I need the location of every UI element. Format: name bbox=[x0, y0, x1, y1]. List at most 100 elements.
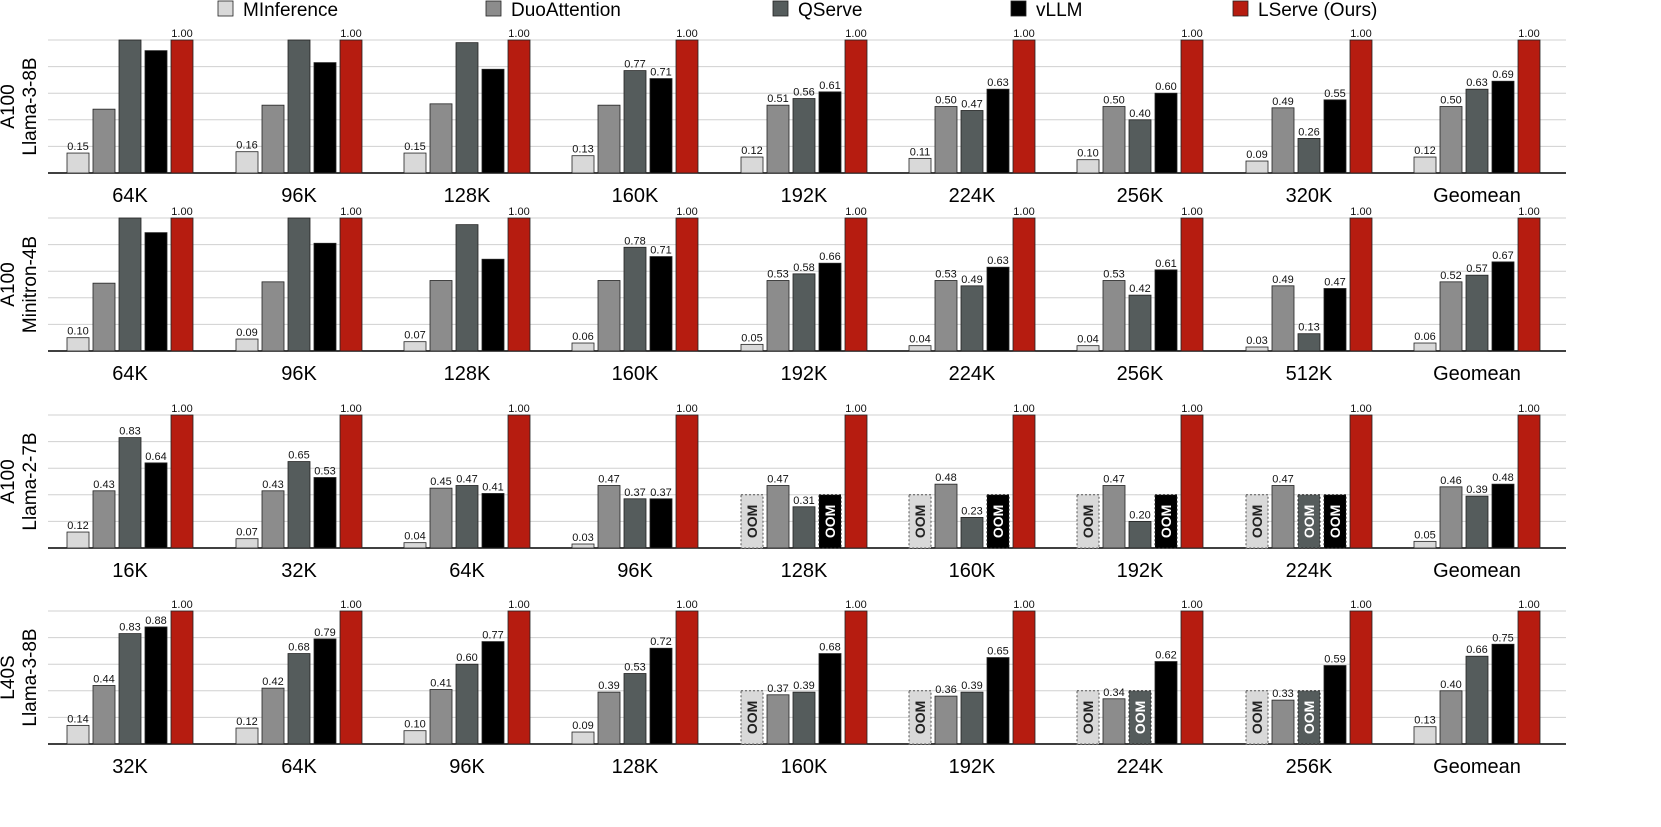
bar-duoattention bbox=[429, 280, 453, 352]
bar-lserve-ours bbox=[844, 39, 868, 174]
bar-minference bbox=[571, 731, 595, 745]
bar-lserve-ours bbox=[507, 610, 531, 745]
panel-3: A100Llama-2-7B 16K 0.12 0.43 0.83 0.64 1.00 32K… bbox=[0, 403, 1566, 582]
bar-qserve bbox=[792, 273, 816, 352]
bar-duoattention bbox=[597, 280, 621, 352]
bar-value-label: 0.39 bbox=[1466, 484, 1487, 496]
y-axis-label-line: A100 bbox=[0, 262, 19, 306]
bar-minference bbox=[1413, 726, 1437, 745]
bar-vllm bbox=[481, 493, 505, 549]
legend-label-minference: MInference bbox=[243, 0, 338, 21]
oom-bar-qserve bbox=[1128, 690, 1152, 745]
bar-value-label: 0.53 bbox=[1103, 269, 1124, 281]
bar-vllm bbox=[1323, 99, 1347, 174]
bar-value-label: 0.53 bbox=[314, 466, 335, 478]
bar-duoattention bbox=[1439, 281, 1463, 352]
bar-minference bbox=[571, 543, 595, 549]
bar-value-label: 0.63 bbox=[987, 255, 1008, 267]
bar-lserve-ours bbox=[170, 414, 194, 549]
bar-value-label: 0.05 bbox=[1414, 529, 1435, 541]
bar-value-label: 0.12 bbox=[1414, 145, 1435, 157]
bar-value-label: 1.00 bbox=[171, 403, 192, 415]
y-axis-label: A100Llama-2-7B bbox=[0, 432, 41, 530]
bar-lserve-ours bbox=[170, 39, 194, 174]
bar-value-label: 0.12 bbox=[67, 520, 88, 532]
bar-value-label: 0.39 bbox=[598, 680, 619, 692]
bar-duoattention bbox=[597, 485, 621, 549]
bar-value-label: 0.68 bbox=[819, 642, 840, 654]
oom-label: OOM bbox=[1301, 505, 1317, 538]
bar-lserve-ours bbox=[170, 610, 194, 745]
bar-value-label: 0.14 bbox=[67, 713, 88, 725]
bar-duoattention bbox=[1102, 280, 1126, 352]
bar-duoattention bbox=[597, 104, 621, 174]
bar-value-label: 0.63 bbox=[1466, 77, 1487, 89]
bar-value-label: 0.15 bbox=[404, 141, 425, 153]
bar-qserve bbox=[792, 691, 816, 745]
bar-value-label: 1.00 bbox=[508, 599, 529, 611]
bar-lserve-ours bbox=[844, 610, 868, 745]
bar-duoattention bbox=[92, 108, 116, 174]
legend-swatch-qserve bbox=[772, 0, 789, 17]
bar-qserve bbox=[960, 285, 984, 352]
bar-value-label: 0.61 bbox=[1155, 258, 1176, 270]
bar-value-label: 1.00 bbox=[1181, 28, 1202, 40]
bar-value-label: 0.15 bbox=[67, 141, 88, 153]
bar-value-label: 0.31 bbox=[793, 495, 814, 507]
category-label-128k: 128K bbox=[444, 185, 491, 207]
bar-vllm bbox=[1154, 661, 1178, 745]
panel-1: A100Llama-3-8B 64K 0.15 1.00 96K 0.16 1.00 128K… bbox=[0, 28, 1566, 207]
bar-value-label: 0.52 bbox=[1440, 270, 1461, 282]
bar-value-label: 0.06 bbox=[1414, 331, 1435, 343]
bar-lserve-ours bbox=[339, 610, 363, 745]
bar-value-label: 0.06 bbox=[572, 331, 593, 343]
oom-label: OOM bbox=[1249, 701, 1265, 734]
bar-value-label: 1.00 bbox=[171, 206, 192, 218]
bar-duoattention bbox=[934, 695, 958, 745]
bar-duoattention bbox=[261, 687, 285, 745]
category-label-224k: 224K bbox=[1117, 756, 1164, 778]
y-axis-label-line: A100 bbox=[0, 459, 19, 503]
bar-value-label: 0.47 bbox=[598, 473, 619, 485]
category-label-256k: 256K bbox=[1117, 363, 1164, 385]
bar-value-label: 0.50 bbox=[935, 95, 956, 107]
bar-qserve bbox=[455, 42, 479, 174]
bar-duoattention bbox=[597, 691, 621, 745]
legend-label-duoattention: DuoAttention bbox=[511, 0, 621, 21]
bar-value-label: 0.09 bbox=[1246, 149, 1267, 161]
bar-value-label: 0.62 bbox=[1155, 650, 1176, 662]
bar-value-label: 0.68 bbox=[288, 642, 309, 654]
bar-value-label: 0.49 bbox=[961, 274, 982, 286]
bar-value-label: 1.00 bbox=[1181, 403, 1202, 415]
bar-duoattention bbox=[766, 280, 790, 352]
bar-minference bbox=[403, 730, 427, 745]
bar-value-label: 0.83 bbox=[119, 622, 140, 634]
bar-value-label: 0.47 bbox=[961, 98, 982, 110]
bar-value-label: 1.00 bbox=[508, 206, 529, 218]
category-label-256k: 256K bbox=[1117, 185, 1164, 207]
bar-lserve-ours bbox=[170, 217, 194, 352]
category-label-128k: 128K bbox=[781, 560, 828, 582]
bar-duoattention bbox=[1102, 698, 1126, 745]
bar-duoattention bbox=[261, 490, 285, 549]
bar-qserve bbox=[287, 461, 311, 549]
bar-vllm bbox=[649, 647, 673, 745]
y-axis-label: L40SLlama-3-8B bbox=[0, 628, 41, 726]
bar-value-label: 0.13 bbox=[1414, 715, 1435, 727]
oom-label: OOM bbox=[744, 701, 760, 734]
oom-bar-minference bbox=[908, 494, 932, 549]
bar-vllm bbox=[1323, 288, 1347, 352]
oom-bar-vllm bbox=[818, 494, 842, 549]
bar-minference bbox=[1076, 345, 1100, 352]
bar-value-label: 1.00 bbox=[676, 28, 697, 40]
bar-value-label: 0.56 bbox=[793, 87, 814, 99]
bar-value-label: 0.04 bbox=[404, 531, 425, 543]
bar-duoattention bbox=[92, 685, 116, 745]
bar-vllm bbox=[1491, 483, 1515, 549]
bar-value-label: 1.00 bbox=[1350, 403, 1371, 415]
category-label-96k: 96K bbox=[449, 756, 485, 778]
bar-lserve-ours bbox=[339, 414, 363, 549]
bar-value-label: 0.47 bbox=[456, 473, 477, 485]
bar-minference bbox=[1076, 159, 1100, 174]
